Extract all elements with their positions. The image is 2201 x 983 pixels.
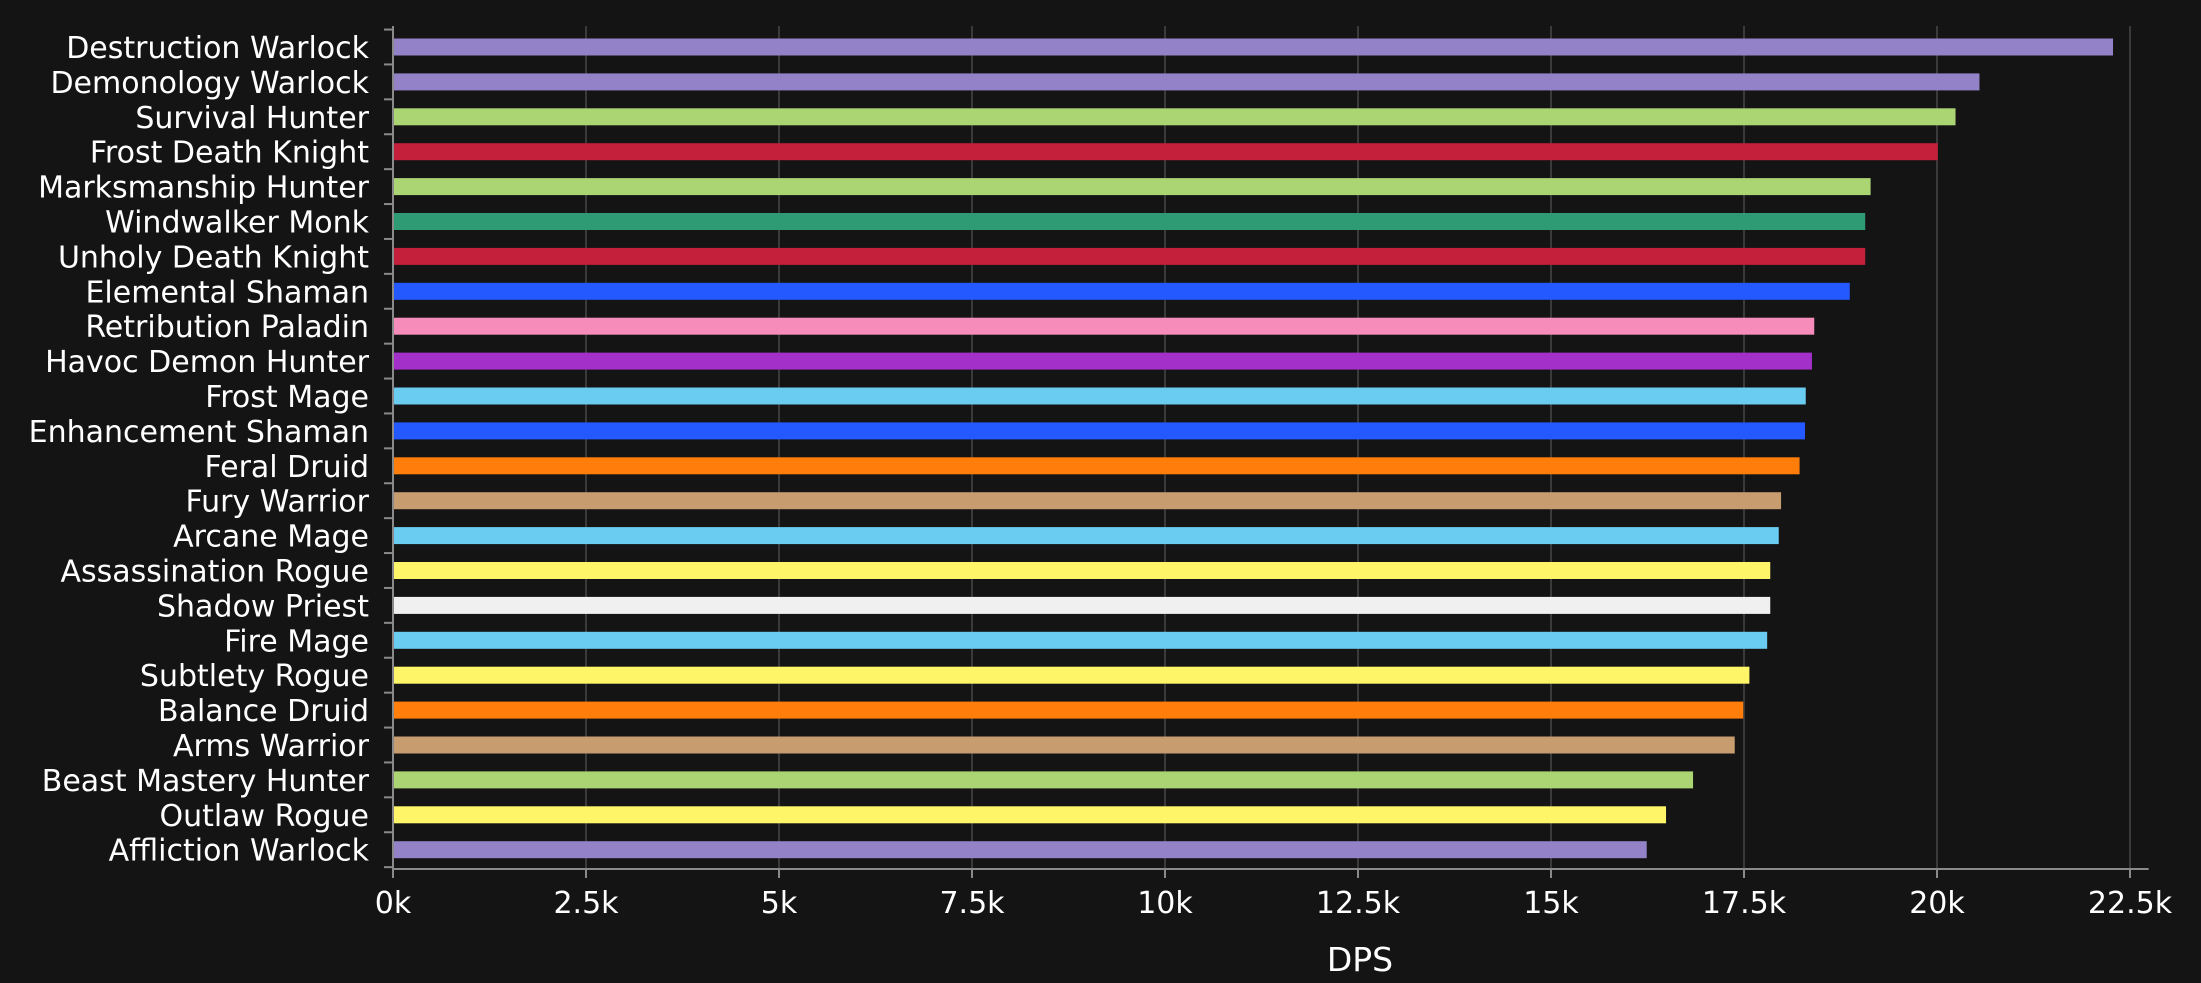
category-label: Balance Druid	[158, 694, 369, 729]
category-label: Unholy Death Knight	[58, 240, 369, 275]
bar	[394, 143, 1938, 161]
x-tick-label: 12.5k	[1316, 886, 1401, 921]
category-label: Demonology Warlock	[50, 66, 369, 101]
category-label: Survival Hunter	[135, 101, 369, 136]
bar	[394, 596, 1771, 614]
category-label: Havoc Demon Hunter	[45, 345, 370, 380]
bar	[394, 666, 1750, 684]
category-label: Feral Druid	[205, 450, 370, 485]
category-label: Elemental Shaman	[85, 275, 369, 310]
bars	[394, 38, 2114, 859]
bar	[394, 317, 1815, 335]
x-tick-label: 15k	[1523, 886, 1579, 921]
bar	[394, 247, 1866, 265]
bar	[394, 73, 1980, 91]
category-label: Outlaw Rogue	[159, 799, 369, 834]
category-label: Affliction Warlock	[109, 834, 370, 869]
grid-lines	[585, 26, 2131, 869]
category-label: Frost Death Knight	[90, 136, 369, 171]
bar	[394, 562, 1771, 579]
bar	[394, 178, 1871, 196]
bar	[394, 771, 1694, 789]
x-tick-label: 5k	[761, 886, 798, 921]
bar	[394, 282, 1850, 300]
bar	[394, 527, 1779, 545]
bar	[394, 352, 1812, 370]
x-tick-label: 22.5k	[2088, 886, 2173, 921]
bar	[394, 422, 1805, 440]
category-label: Beast Mastery Hunter	[42, 764, 370, 799]
bar	[394, 701, 1744, 719]
category-label: Assassination Rogue	[60, 555, 369, 590]
x-axis-title: DPS	[1327, 940, 1393, 979]
bar	[394, 736, 1735, 754]
category-label: Marksmanship Hunter	[38, 171, 370, 206]
category-label: Subtlety Rogue	[140, 659, 369, 694]
category-label: Fire Mage	[224, 624, 369, 659]
x-tick-label: 17.5k	[1702, 886, 1787, 921]
category-label: Fury Warrior	[185, 485, 369, 520]
bar	[394, 38, 2114, 56]
bar	[394, 841, 1647, 859]
category-label: Windwalker Monk	[105, 206, 370, 241]
category-label: Retribution Paladin	[85, 310, 369, 345]
category-label: Arcane Mage	[173, 520, 369, 555]
bar	[394, 631, 1768, 649]
x-tick-labels: 0k 2.5k 5k 7.5k 10k 12.5k 15k 17.5k 20k 22.5k	[375, 886, 2173, 921]
category-label: Shadow Priest	[157, 589, 369, 624]
bar	[394, 387, 1806, 405]
bar	[394, 457, 1800, 475]
bar	[394, 108, 1956, 126]
bar	[394, 492, 1782, 510]
category-label: Frost Mage	[205, 380, 369, 415]
x-tick-label: 7.5k	[939, 886, 1005, 921]
bar	[394, 213, 1866, 230]
x-tick-label: 10k	[1137, 886, 1193, 921]
category-label: Destruction Warlock	[66, 31, 369, 66]
x-tick-label: 20k	[1909, 886, 1965, 921]
category-label: Enhancement Shaman	[29, 415, 369, 450]
x-tick-label: 0k	[375, 886, 412, 921]
category-label: Arms Warrior	[173, 729, 370, 764]
axes	[384, 26, 2149, 878]
x-tick-label: 2.5k	[553, 886, 619, 921]
bar	[394, 806, 1667, 824]
